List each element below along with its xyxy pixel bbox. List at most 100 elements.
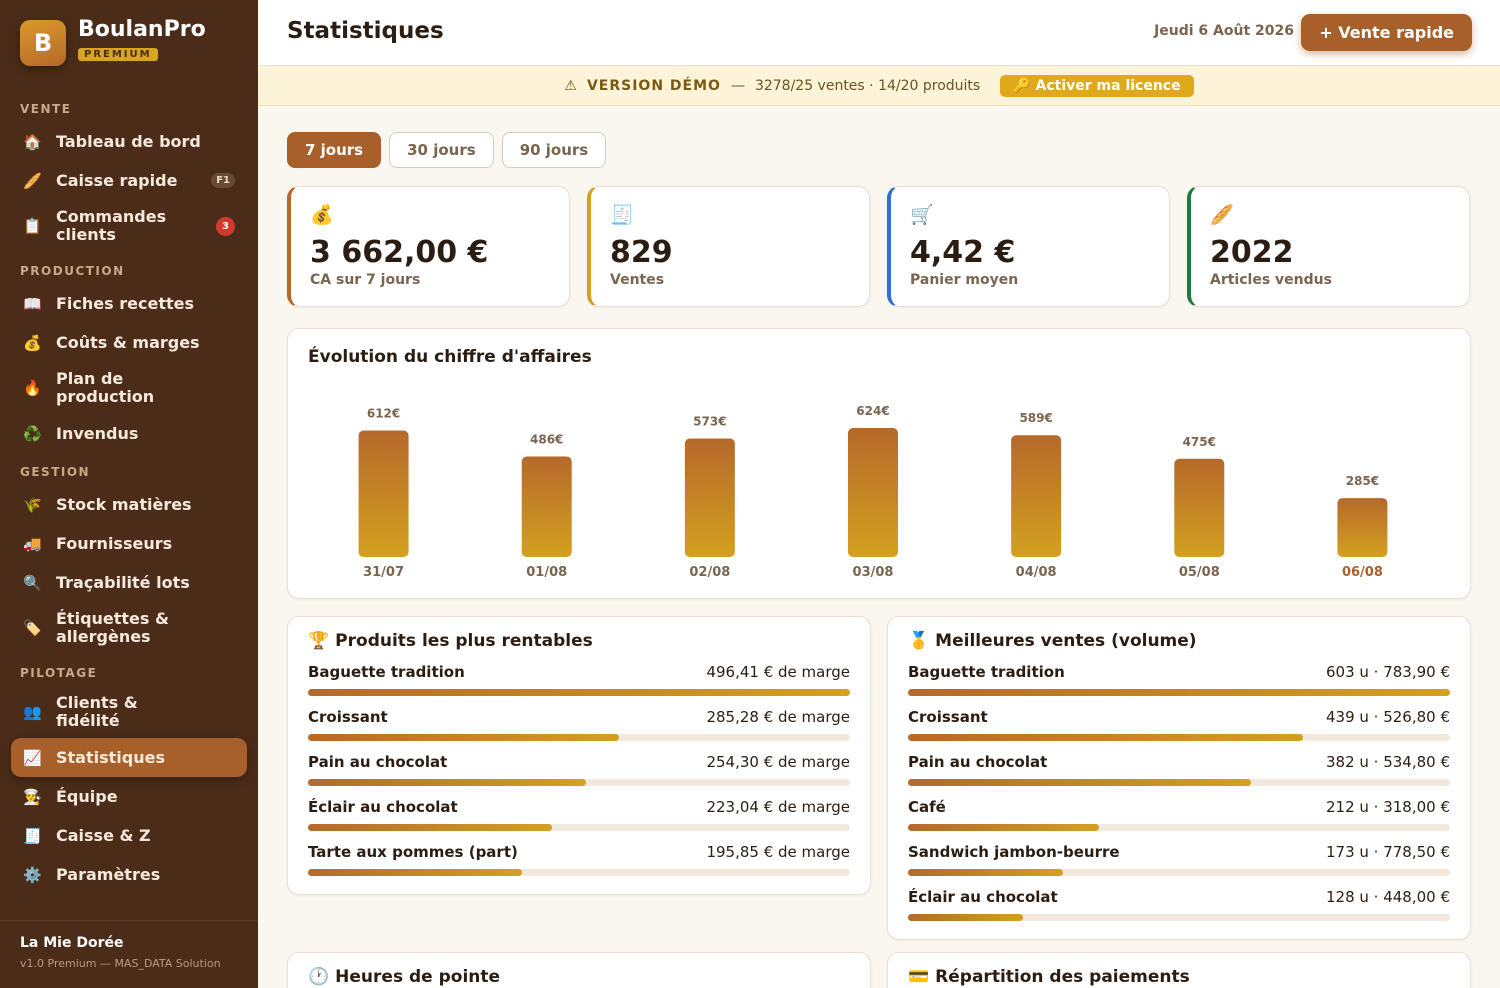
nav-icon: 📈 (23, 748, 42, 767)
nav-label: Stock matières (56, 494, 192, 514)
panel-title: 🏆 Produits les plus rentables (308, 631, 850, 651)
nav-icon: 👥 (23, 703, 42, 721)
x-tick-label: 01/08 (526, 565, 567, 580)
value-label: 573€ (693, 415, 726, 429)
nav-icon: 🧾 (23, 826, 42, 845)
kpi-value: 829 (610, 235, 673, 270)
nav-item[interactable]: 📋 Commandes clients 3 (11, 200, 247, 252)
nav-item[interactable]: 💰 Coûts & marges (11, 323, 247, 362)
nav-item[interactable]: ⚙️ Paramètres (11, 855, 247, 894)
nav-item[interactable]: ♻️ Invendus (11, 414, 247, 453)
ranking-row: Croissant 439 u · 526,80 € (908, 708, 1450, 741)
value-label: 285€ (1346, 474, 1379, 488)
nav-icon: 🏷️ (23, 619, 42, 637)
progress-track (308, 689, 850, 696)
version: v1.0 Premium — MAS_DATA Solution (20, 957, 221, 970)
nav-icon: ⚙️ (23, 865, 42, 884)
x-tick-label: 05/08 (1179, 565, 1220, 580)
period-tab[interactable]: 30 jours (389, 132, 494, 168)
nav-label: Étiquettes & allergènes (56, 609, 169, 646)
nav-section-title: PRODUCTION (20, 264, 125, 278)
nav-item[interactable]: 🥖 Caisse rapide F1 (11, 161, 247, 200)
nav-item[interactable]: 🔥 Plan de production (11, 362, 247, 414)
panel-title-text: Produits les plus rentables (335, 631, 593, 651)
nav-label: Équipe (56, 786, 118, 806)
progress-bar (308, 869, 522, 876)
panel-icon: 🥇 (908, 631, 930, 651)
nav-item[interactable]: 📈 Statistiques (11, 738, 247, 777)
progress-bar (908, 869, 1064, 876)
progress-bar (908, 824, 1099, 831)
x-tick-label: 02/08 (689, 565, 730, 580)
panel: 💳 Répartition des paiements (887, 952, 1471, 988)
nav-item[interactable]: 🌾 Stock matières (11, 485, 247, 524)
date: Jeudi 6 Août 2026 (1154, 23, 1294, 39)
nav-item[interactable]: 📖 Fiches recettes (11, 284, 247, 323)
row-text: Croissant 285,28 € de marge (308, 708, 850, 726)
value-label: 486€ (530, 433, 563, 447)
usage: 3278/25 ventes · 14/20 produits (754, 77, 981, 94)
nav-item[interactable]: 🚚 Fournisseurs (11, 524, 247, 563)
nav-item[interactable]: 👥 Clients & fidélité (11, 686, 247, 738)
kpi-value: 2022 (1210, 235, 1294, 270)
ranking-row: Éclair au chocolat 128 u · 448,00 € (908, 888, 1450, 921)
kpi-caption: Ventes (610, 272, 665, 288)
kpi-icon: 🥖 (1210, 204, 1234, 226)
row-text: Baguette tradition 603 u · 783,90 € (908, 663, 1450, 681)
nav-icon: 🥖 (23, 171, 42, 190)
sidebar: B BoulanPro PREMIUM VENTE 🏠 Tableau de bor… (0, 0, 258, 988)
quick-sale-button[interactable]: + Vente rapide (1301, 14, 1472, 51)
product-name: Pain au chocolat (908, 753, 1048, 771)
nav-icon: 🔍 (23, 573, 42, 592)
kpi-caption: Articles vendus (1210, 272, 1332, 288)
panel-title-text: Répartition des paiements (935, 967, 1190, 987)
chart: Évolution du chiffre d'affaires 612€ 31/07… (308, 345, 1388, 580)
nav-icon: 🌾 (23, 495, 42, 514)
row-text: Sandwich jambon-beurre 173 u · 778,50 € (908, 843, 1450, 861)
period-tabs: 7 jours 30 jours 90 jours (287, 132, 607, 168)
panel: 🕐 Heures de pointe (287, 952, 871, 988)
progress-track (908, 914, 1450, 921)
nav-label: Plan de production (56, 369, 155, 406)
nav-label: Statistiques (56, 747, 165, 767)
chart-title: Évolution du chiffre d'affaires (308, 345, 592, 367)
product-name: Croissant (908, 708, 988, 726)
bar (848, 428, 898, 557)
nav-item[interactable]: 👨‍🍳 Équipe (11, 777, 247, 816)
nav-item[interactable]: 🔍 Traçabilité lots (11, 563, 247, 602)
product-value: 212 u · 318,00 € (1325, 798, 1450, 816)
kpi-caption: Panier moyen (910, 272, 1019, 288)
product-name: Café (908, 798, 946, 816)
nav-item[interactable]: 🧾 Caisse & Z (11, 816, 247, 855)
nav-item[interactable]: 🏷️ Étiquettes & allergènes (11, 602, 247, 654)
panel-title-text: Heures de pointe (335, 967, 501, 987)
bar (684, 438, 735, 557)
shop-name: La Mie Dorée (20, 935, 124, 951)
product-name: Éclair au chocolat (308, 798, 458, 816)
product-name: Pain au chocolat (308, 753, 448, 771)
ranking-row: Éclair au chocolat 223,04 € de marge (308, 798, 850, 831)
value-label: 589€ (1019, 411, 1052, 425)
nav-icon: 📖 (23, 294, 42, 313)
ranking-row: Café 212 u · 318,00 € (908, 798, 1450, 831)
nav-label: Coûts & marges (56, 332, 200, 352)
kpi-card: 🥖 2022 Articles vendus (1187, 186, 1470, 307)
nav-item[interactable]: 🏠 Tableau de bord (11, 122, 247, 161)
panel-title: 🕐 Heures de pointe (308, 967, 850, 987)
period-tab[interactable]: 90 jours (501, 132, 607, 168)
activate-button[interactable]: 🔑 Activer ma licence (1000, 74, 1194, 97)
nav-label: Commandes clients (56, 207, 167, 244)
progress-track (908, 869, 1450, 876)
panel-icon: 🕐 (308, 967, 330, 987)
product-name: Baguette tradition (308, 663, 465, 681)
row-text: Pain au chocolat 254,30 € de marge (308, 753, 850, 771)
ranking-row: Pain au chocolat 382 u · 534,80 € (908, 753, 1450, 786)
ranking-row: Sandwich jambon-beurre 173 u · 778,50 € (908, 843, 1450, 876)
kpi-value: 3 662,00 € (310, 235, 489, 270)
panel-icon: 💳 (908, 967, 930, 987)
product-value: 603 u · 783,90 € (1325, 663, 1450, 681)
period-tab[interactable]: 7 jours (287, 132, 382, 168)
nav-label: Invendus (56, 423, 139, 443)
nav: VENTE 🏠 Tableau de bord 🥖 Caisse rapide F1 📋 Co… (0, 90, 258, 894)
row-text: Croissant 439 u · 526,80 € (908, 708, 1450, 726)
